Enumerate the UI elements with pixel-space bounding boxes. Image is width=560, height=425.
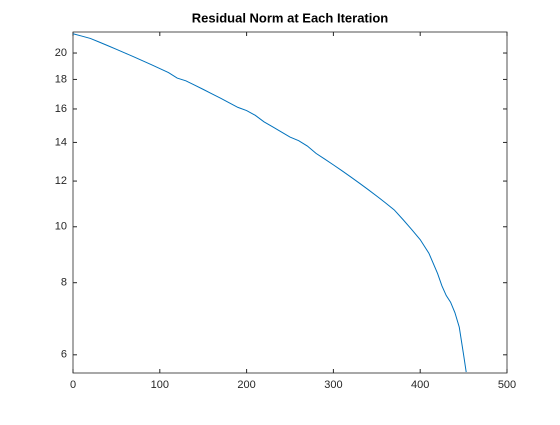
y-tick-label: 12: [55, 175, 67, 187]
x-tick-label: 400: [411, 379, 429, 391]
x-tick-label: 300: [324, 379, 342, 391]
axes-box: [72, 31, 508, 374]
x-tick-label: 500: [498, 379, 516, 391]
x-tick-label: 200: [237, 379, 255, 391]
y-tick-label: 8: [61, 277, 67, 289]
y-tick-label: 18: [55, 73, 67, 85]
chart-title: Residual Norm at Each Iteration: [192, 10, 389, 25]
x-tick-label: 0: [70, 379, 76, 391]
y-tick-label: 10: [55, 221, 67, 233]
line: [72, 33, 467, 373]
y-tick-label: 14: [55, 136, 67, 148]
y-tick-label: 6: [61, 349, 67, 361]
y-tick-label: 20: [55, 47, 67, 59]
y-tick-label: 16: [55, 103, 67, 115]
x-tick-label: 100: [151, 379, 169, 391]
